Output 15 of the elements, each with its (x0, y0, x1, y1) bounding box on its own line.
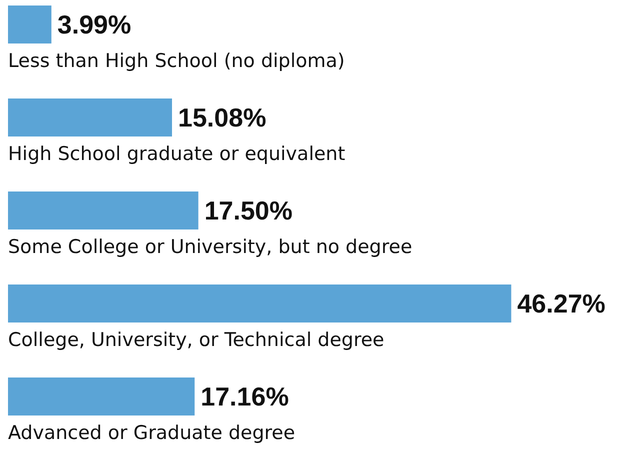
y-tick-label: Advanced or Graduate degree (8, 422, 296, 444)
y-tick-label: High School graduate or equivalent (8, 143, 346, 165)
data-label: 3.99% (57, 10, 132, 40)
bar (8, 98, 172, 136)
bar (8, 284, 512, 322)
y-tick-label: Some College or University, but no degree (8, 236, 412, 258)
y-tick-label: College, University, or Technical degree (8, 329, 384, 351)
bar (8, 192, 198, 230)
y-tick-label: Less than High School (no diploma) (8, 50, 345, 72)
data-label: 46.27% (517, 288, 606, 318)
data-label: 15.08% (178, 102, 266, 132)
bar (8, 6, 52, 44)
data-label: 17.50% (204, 196, 293, 226)
data-label: 17.16% (200, 382, 289, 412)
bar (8, 378, 195, 416)
